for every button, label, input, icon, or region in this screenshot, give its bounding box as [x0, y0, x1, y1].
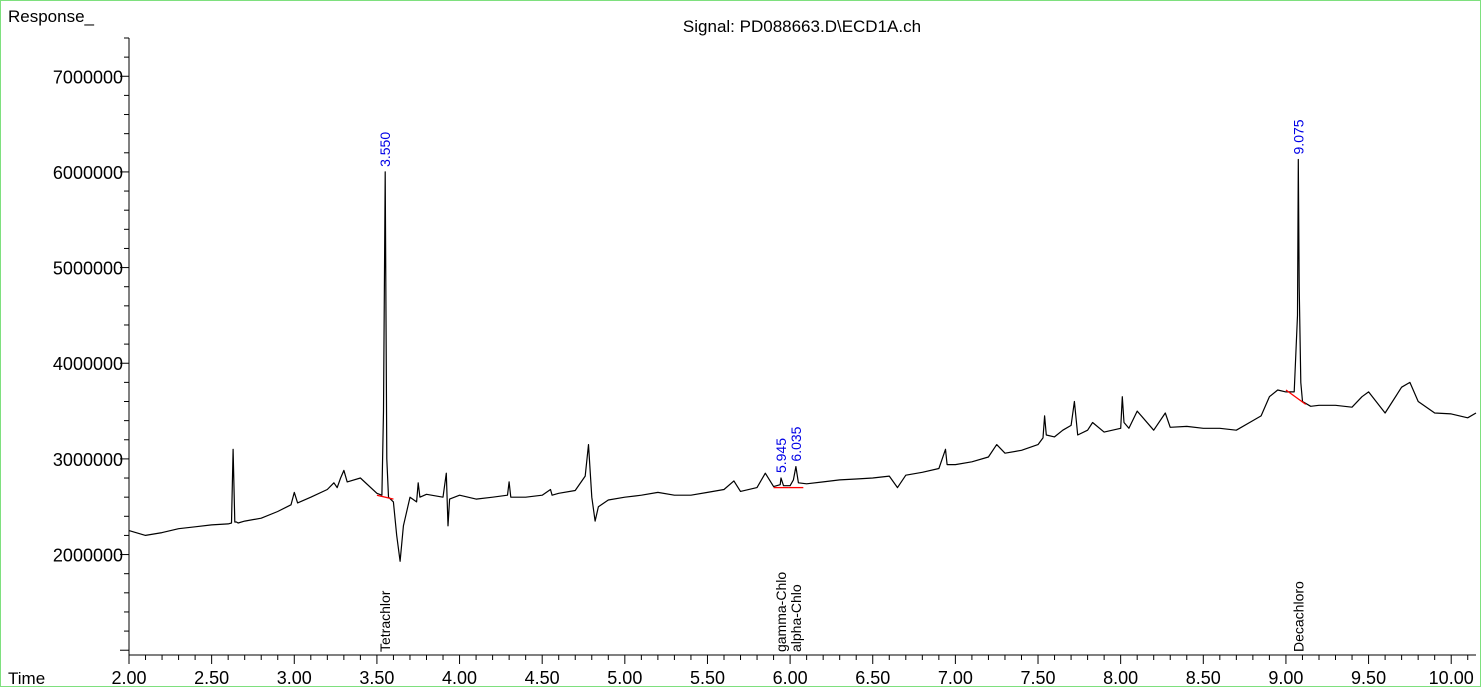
chart-title: Signal: PD088663.D\ECD1A.ch	[683, 17, 921, 36]
x-tick-label: 6.00	[773, 668, 808, 687]
x-tick-label: 4.50	[525, 668, 560, 687]
retention-time-label: 5.945	[773, 438, 789, 473]
x-tick-label: 3.50	[359, 668, 394, 687]
x-tick-label: 3.00	[277, 668, 312, 687]
x-tick-label: 5.50	[690, 668, 725, 687]
retention-time-label: 3.550	[377, 132, 393, 167]
x-tick-label: 6.50	[855, 668, 890, 687]
retention-time-label: 6.035	[788, 426, 804, 461]
x-tick-label: 9.50	[1351, 668, 1386, 687]
x-tick-label: 5.00	[607, 668, 642, 687]
y-tick-label: 7000000	[53, 67, 123, 87]
x-tick-label: 8.00	[1103, 668, 1138, 687]
y-axis-title: Response_	[8, 7, 95, 26]
x-tick-label: 7.00	[938, 668, 973, 687]
y-tick-label: 3000000	[53, 450, 123, 470]
compound-label: Tetrachlor	[377, 590, 393, 652]
peak-labels: 3.550 Tetrachlor 5.945 gamma-Chlo 6.035 alpha…	[377, 119, 1306, 652]
x-tick-label: 8.50	[1186, 668, 1221, 687]
x-tick-label: 2.50	[194, 668, 229, 687]
y-tick-label: 4000000	[53, 354, 123, 374]
compound-label: alpha-Chlo	[788, 584, 804, 652]
x-tick-label: 7.50	[1020, 668, 1055, 687]
y-tick-label: 2000000	[53, 546, 123, 566]
x-tick-label: 9.00	[1268, 668, 1303, 687]
compound-label: gamma-Chlo	[773, 572, 789, 652]
x-tick-label: 4.00	[442, 668, 477, 687]
integration-baseline	[1285, 389, 1307, 405]
axes: 2000000 3000000 4000000 5000000 6000000 70000…	[53, 37, 1476, 687]
x-axis-title: Time	[8, 669, 45, 687]
x-tick-label: 10.00	[1429, 668, 1474, 687]
integration-baseline	[376, 494, 394, 500]
compound-label: Decachloro	[1290, 581, 1306, 652]
trace-layer	[128, 158, 1477, 562]
y-tick-label: 5000000	[53, 259, 123, 279]
retention-time-label: 9.075	[1290, 119, 1306, 154]
baseline-layer	[376, 389, 1307, 500]
y-tick-label: 6000000	[53, 163, 123, 183]
x-tick-label: 2.00	[111, 668, 146, 687]
signal-trace	[128, 158, 1477, 562]
